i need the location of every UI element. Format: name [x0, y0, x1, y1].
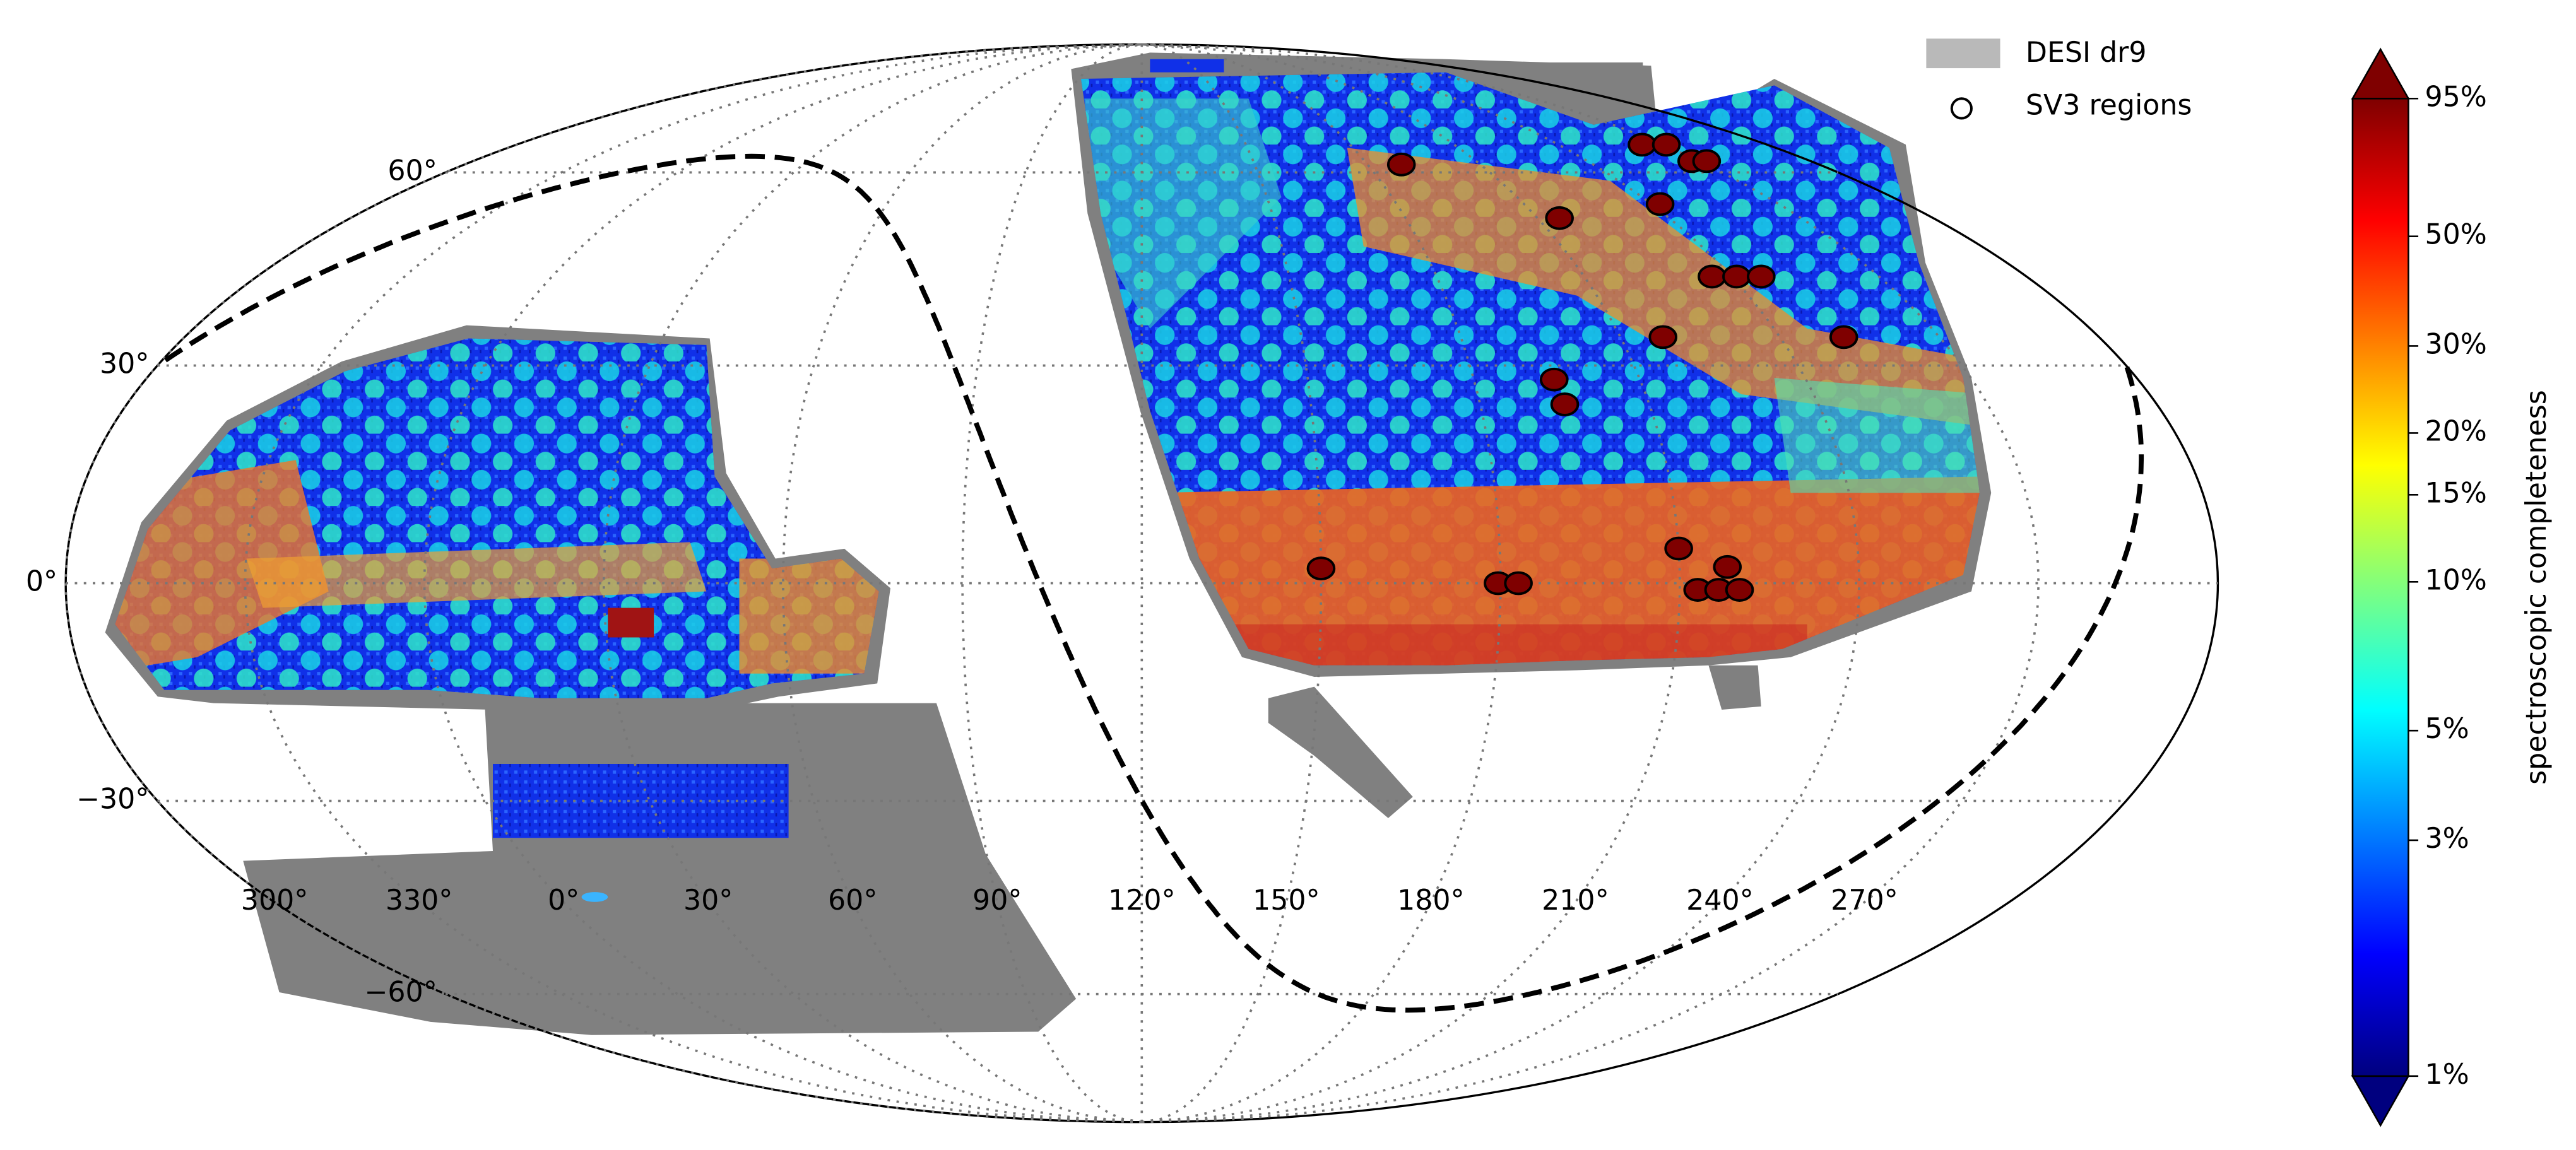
footprint-region — [1268, 686, 1413, 818]
y-tick-label: 30° — [100, 348, 149, 380]
sv3-region — [1539, 367, 1569, 392]
galactic-plane-line — [163, 153, 1949, 1013]
colorbar-extend-top — [2351, 47, 2410, 100]
meridian-grid-line — [1142, 43, 2040, 1124]
colorbar-tick-label: 10% — [2425, 564, 2486, 596]
x-tick-label: 270° — [1831, 884, 1898, 917]
sv3-region — [1829, 325, 1858, 349]
colorbar-tick-label: 1% — [2425, 1059, 2469, 1091]
sv3-region — [1645, 192, 1675, 216]
legend-label: SV3 regions — [2026, 89, 2192, 121]
colorbar-tick-label: 30% — [2425, 328, 2486, 360]
x-tick-label: 0° — [548, 884, 579, 917]
colorbar-tick-label: 5% — [2425, 713, 2469, 745]
sv3-region — [1664, 536, 1693, 561]
x-tick-label: 240° — [1686, 884, 1754, 917]
meridian-grid-line — [1142, 43, 1502, 1124]
x-tick-label: 330° — [386, 884, 453, 917]
y-tick-label: 60° — [387, 155, 437, 187]
sv3-region — [1648, 325, 1677, 349]
legend: DESI dr9 SV3 regions — [1926, 37, 2192, 121]
legend-swatch — [1926, 38, 2000, 69]
colorbar-tick-label: 95% — [2425, 81, 2486, 113]
completeness-patch — [581, 892, 608, 902]
sv3-region — [1306, 556, 1336, 580]
x-tick-label: 60° — [828, 884, 877, 917]
sv3-region — [1692, 149, 1722, 173]
x-tick-label: 180° — [1397, 884, 1465, 917]
y-tick-label: −60° — [364, 977, 437, 1009]
colorbar-label: spectroscopic completeness — [2520, 390, 2553, 785]
legend-marker — [1950, 97, 1973, 120]
x-tick-label: 150° — [1253, 884, 1320, 917]
footprint-patch — [1150, 59, 1224, 73]
x-tick-label: 30° — [683, 884, 733, 917]
x-tick-label: 90° — [972, 884, 1022, 917]
meridian-grid-line — [782, 43, 1142, 1124]
sv3-region — [1545, 206, 1574, 230]
x-tick-label: 210° — [1542, 884, 1609, 917]
y-tick-label: 0° — [26, 566, 57, 598]
x-tick-label: 300° — [241, 884, 309, 917]
sv3-markers — [1306, 132, 1858, 602]
footprint-region — [243, 703, 1077, 1035]
sv3-region — [1651, 132, 1681, 157]
colorbar-tick-label: 50% — [2425, 219, 2486, 251]
sv3-region — [1725, 578, 1754, 602]
sv3-region — [1713, 554, 1742, 579]
sv3-region — [1628, 132, 1657, 157]
x-tick-label: 120° — [1108, 884, 1176, 917]
sv3-region — [1386, 152, 1416, 177]
colorbar-tick-label: 15% — [2425, 477, 2486, 509]
legend-label: DESI dr9 — [2026, 37, 2147, 69]
graticule — [64, 43, 2219, 1124]
sv3-region — [1722, 264, 1751, 289]
sv3-region — [1747, 264, 1776, 289]
sv3-region — [1504, 571, 1533, 596]
colorbar-tick-label: 3% — [2425, 823, 2469, 855]
colorbar-extend-bottom — [2351, 1075, 2410, 1127]
colorbar-body — [2351, 97, 2409, 1077]
meridian-grid-line — [1141, 43, 1323, 1124]
completeness-map-south — [115, 338, 879, 698]
colorbar: 1% 3% 5% 10% 15% 20% 30% 50% 95% spectroscopic co… — [2351, 47, 2553, 1127]
sv3-region — [1550, 392, 1580, 416]
completeness-map-north — [1080, 72, 1980, 666]
colorbar-tick-label: 20% — [2425, 415, 2486, 447]
completeness-strip — [492, 763, 789, 838]
sv3-region — [1698, 264, 1727, 289]
y-tick-label: −30° — [76, 783, 149, 816]
tick-labels: 330° 0° 30° 60° 90° 120° 150° 180° 210° 240° 270° 3… — [26, 155, 1898, 1008]
meridian-grid-line — [244, 43, 1142, 1124]
galactic-plane — [163, 153, 2144, 1013]
galactic-plane-line — [1946, 365, 2144, 795]
footprint-region — [1708, 665, 1761, 710]
